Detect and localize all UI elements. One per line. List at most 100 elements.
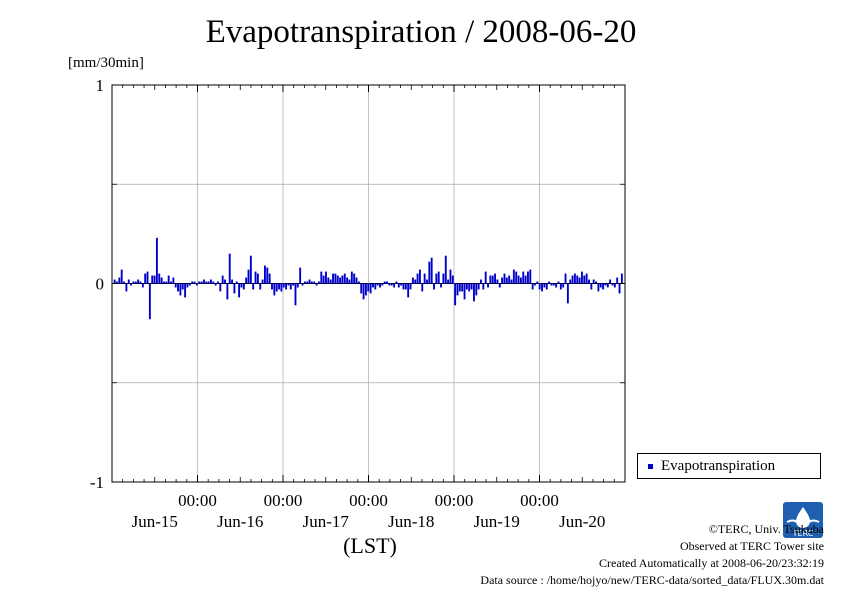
evapotranspiration-bar: [238, 283, 241, 298]
evapotranspiration-bar: [299, 267, 302, 284]
evapotranspiration-bar: [367, 283, 370, 292]
evapotranspiration-bar: [231, 279, 234, 284]
evapotranspiration-bar: [287, 283, 290, 286]
evapotranspiration-bar: [160, 277, 163, 284]
evapotranspiration-bar: [430, 257, 433, 284]
x-day-label: Jun-20: [559, 512, 605, 531]
evapotranspiration-bar: [557, 281, 560, 284]
evapotranspiration-bar: [200, 281, 203, 284]
evapotranspiration-bar: [235, 281, 238, 284]
evapotranspiration-bar: [118, 277, 121, 284]
evapotranspiration-bar: [559, 283, 562, 290]
evapotranspiration-bar: [512, 269, 515, 284]
evapotranspiration-bar: [256, 273, 259, 284]
evapotranspiration-bar: [555, 283, 558, 288]
evapotranspiration-bar: [325, 271, 327, 284]
evapotranspiration-bar: [303, 281, 306, 284]
evapotranspiration-bar: [205, 281, 208, 284]
evapotranspiration-bar: [595, 281, 597, 284]
evapotranspiration-bar: [383, 281, 386, 284]
evapotranspiration-bar: [491, 275, 494, 284]
evapotranspiration-bar: [165, 281, 168, 284]
evapotranspiration-bar: [247, 269, 250, 284]
evapotranspiration-bar: [437, 271, 440, 284]
evapotranspiration-bar: [266, 267, 269, 284]
evapotranspiration-bar: [550, 283, 553, 286]
credit-site: Observed at TERC Tower site: [679, 539, 824, 553]
evapotranspiration-bar: [482, 283, 485, 290]
evapotranspiration-bar: [343, 273, 346, 284]
evapotranspiration-bar: [616, 277, 619, 284]
evapotranspiration-bar: [322, 275, 325, 284]
evapotranspiration-bar: [505, 277, 508, 284]
evapotranspiration-bar: [254, 271, 257, 284]
evapotranspiration-bar: [456, 283, 459, 296]
evapotranspiration-bar: [268, 273, 271, 284]
evapotranspiration-bar: [310, 281, 313, 284]
evapotranspiration-bar: [444, 255, 447, 284]
evapotranspiration-bar: [264, 265, 266, 284]
evapotranspiration-bar: [127, 279, 130, 284]
evapotranspiration-bar: [315, 283, 318, 286]
credit-source: Data source : /home/hojyo/new/TERC-data/…: [480, 573, 824, 587]
evapotranspiration-bar: [209, 279, 212, 284]
evapotranspiration-bar: [571, 275, 574, 284]
evapotranspiration-bar: [527, 271, 529, 284]
y-axis-unit-label: [mm/30min]: [68, 55, 144, 71]
evapotranspiration-bar: [249, 255, 252, 284]
evapotranspiration-bar: [153, 275, 156, 284]
evapotranspiration-bar: [498, 283, 501, 288]
evapotranspiration-bar: [113, 279, 116, 284]
evapotranspiration-bar: [447, 279, 450, 284]
evapotranspiration-bar: [517, 275, 520, 284]
evapotranspiration-bar: [289, 283, 292, 290]
evapotranspiration-bar: [360, 283, 363, 294]
evapotranspiration-bar: [449, 269, 452, 284]
evapotranspiration-bar: [524, 275, 527, 284]
evapotranspiration-bar: [578, 277, 581, 284]
evapotranspiration-bar: [214, 283, 217, 286]
evapotranspiration-bar: [346, 277, 349, 284]
evapotranspiration-bar: [548, 281, 551, 284]
evapotranspiration-bar: [339, 277, 342, 284]
evapotranspiration-bar: [604, 283, 607, 286]
evapotranspiration-bar: [275, 283, 278, 292]
evapotranspiration-bar: [590, 283, 593, 290]
evapotranspiration-bar: [454, 283, 457, 306]
evapotranspiration-bar: [531, 283, 534, 290]
evapotranspiration-bar: [411, 277, 414, 284]
evapotranspiration-bar: [318, 281, 320, 284]
svg-text:TERC: TERC: [792, 529, 814, 538]
evapotranspiration-bar: [489, 275, 492, 284]
x-time-tick-label: 00:00: [520, 491, 559, 510]
evapotranspiration-bar: [418, 269, 421, 284]
evapotranspiration-bar: [576, 275, 579, 284]
y-tick-label: -1: [90, 473, 104, 492]
evapotranspiration-bar: [458, 283, 461, 292]
evapotranspiration-bar: [261, 279, 264, 284]
evapotranspiration-bar: [435, 273, 438, 284]
evapotranspiration-bar: [120, 269, 123, 284]
evapotranspiration-bar: [421, 283, 424, 292]
evapotranspiration-bar: [503, 273, 506, 284]
evapotranspiration-bar: [477, 283, 480, 290]
evapotranspiration-bar: [592, 279, 595, 284]
evapotranspiration-bar: [609, 279, 612, 284]
x-day-label: Jun-15: [132, 512, 178, 531]
evapotranspiration-bar: [226, 283, 229, 300]
evapotranspiration-bar: [393, 283, 396, 288]
evapotranspiration-bar: [233, 283, 236, 294]
x-day-label: Jun-18: [388, 512, 434, 531]
x-axis-label: (LST): [343, 533, 397, 558]
evapotranspiration-bar: [494, 273, 497, 284]
evapotranspiration-bar: [116, 281, 118, 284]
evapotranspiration-bar: [451, 275, 454, 284]
evapotranspiration-bar: [583, 275, 586, 284]
evapotranspiration-bar: [515, 271, 518, 284]
evapotranspiration-bar: [433, 283, 435, 290]
bar-series: [113, 237, 623, 320]
evapotranspiration-bar: [538, 283, 541, 290]
evapotranspiration-bar: [461, 283, 464, 292]
evapotranspiration-bar: [463, 283, 466, 300]
